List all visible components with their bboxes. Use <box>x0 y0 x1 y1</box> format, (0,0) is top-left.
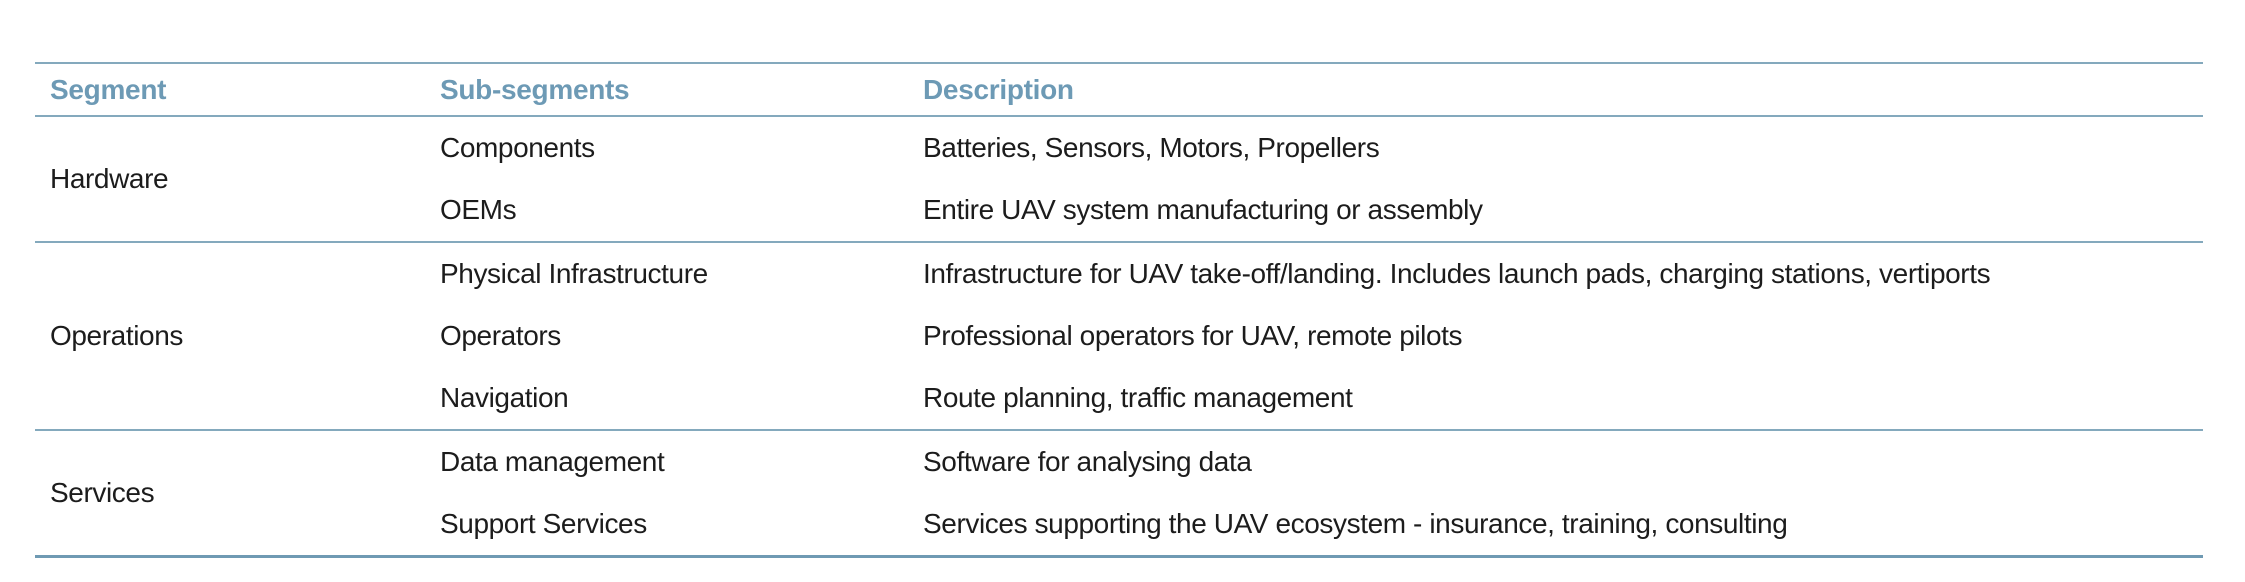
table-row: OEMs Entire UAV system manufacturing or … <box>440 179 2203 241</box>
sub-segment-cell: Navigation <box>440 382 569 413</box>
description-cell: Services supporting the UAV ecosystem - … <box>923 508 1788 539</box>
column-header-segment: Segment <box>50 73 167 105</box>
description-cell: Professional operators for UAV, remote p… <box>923 320 1463 351</box>
description-cell: Software for analysing data <box>923 446 1252 477</box>
description-cell: Entire UAV system manufacturing or assem… <box>923 194 1483 225</box>
segment-label: Operations <box>50 320 183 351</box>
table-row: Support Services Services supporting the… <box>440 493 2203 555</box>
segment-group-hardware: Hardware Components Batteries, Sensors, … <box>35 117 2203 243</box>
sub-segment-cell: Support Services <box>440 508 647 539</box>
segment-label: Hardware <box>50 163 169 194</box>
column-header-sub-segments: Sub-segments <box>440 73 630 105</box>
subrows-services: Data management Software for analysing d… <box>440 431 2203 555</box>
segment-label: Services <box>50 477 155 508</box>
column-header-description: Description <box>923 73 1074 105</box>
table-row: Components Batteries, Sensors, Motors, P… <box>440 117 2203 179</box>
sub-segment-cell: Physical Infrastructure <box>440 258 708 289</box>
sub-segment-cell: OEMs <box>440 194 517 225</box>
segment-group-operations: Operations Physical Infrastructure Infra… <box>35 243 2203 431</box>
description-cell: Infrastructure for UAV take-off/landing.… <box>923 258 1991 289</box>
table-header-row: Segment Sub-segments Description <box>35 64 2203 117</box>
segment-group-services: Services Data management Software for an… <box>35 431 2203 558</box>
table-row: Operators Professional operators for UAV… <box>440 305 2203 367</box>
uav-segments-table: Segment Sub-segments Description Hardwar… <box>35 62 2203 558</box>
description-cell: Route planning, traffic management <box>923 382 1353 413</box>
table-row: Navigation Route planning, traffic manag… <box>440 367 2203 429</box>
subrows-hardware: Components Batteries, Sensors, Motors, P… <box>440 117 2203 241</box>
table-row: Data management Software for analysing d… <box>440 431 2203 493</box>
description-cell: Batteries, Sensors, Motors, Propellers <box>923 132 1380 163</box>
table-row: Physical Infrastructure Infrastructure f… <box>440 243 2203 305</box>
sub-segment-cell: Data management <box>440 446 665 477</box>
sub-segment-cell: Operators <box>440 320 561 351</box>
subrows-operations: Physical Infrastructure Infrastructure f… <box>440 243 2203 429</box>
sub-segment-cell: Components <box>440 132 595 163</box>
